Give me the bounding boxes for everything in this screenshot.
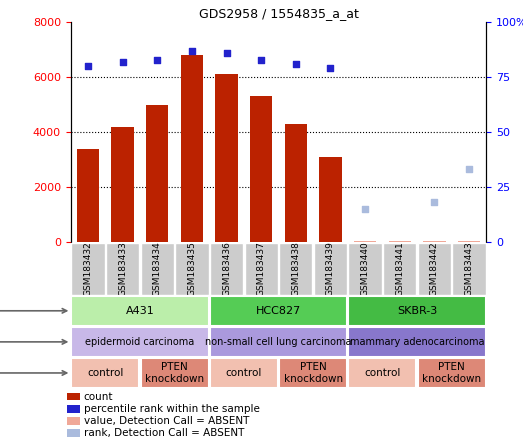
- Text: GSM183432: GSM183432: [84, 241, 93, 296]
- Text: GSM183440: GSM183440: [361, 241, 370, 296]
- Text: PTEN
knockdown: PTEN knockdown: [145, 362, 204, 384]
- FancyBboxPatch shape: [71, 358, 139, 388]
- FancyBboxPatch shape: [418, 242, 451, 295]
- Text: GSM183441: GSM183441: [395, 241, 404, 296]
- Text: GSM183438: GSM183438: [291, 241, 300, 296]
- FancyBboxPatch shape: [141, 242, 174, 295]
- Bar: [458, 241, 480, 242]
- FancyBboxPatch shape: [141, 358, 209, 388]
- FancyBboxPatch shape: [210, 296, 347, 326]
- Bar: [111, 127, 134, 242]
- Text: GSM183435: GSM183435: [187, 241, 196, 296]
- Bar: [77, 149, 99, 242]
- Bar: [319, 157, 342, 242]
- Text: count: count: [84, 392, 113, 401]
- Point: [257, 56, 265, 63]
- Text: PTEN
knockdown: PTEN knockdown: [422, 362, 481, 384]
- Text: GSM183434: GSM183434: [153, 241, 162, 296]
- FancyBboxPatch shape: [71, 296, 209, 326]
- Point: [153, 56, 162, 63]
- Bar: [389, 241, 411, 242]
- Point: [361, 206, 369, 213]
- Text: value, Detection Call = ABSENT: value, Detection Call = ABSENT: [84, 416, 249, 426]
- FancyBboxPatch shape: [106, 242, 139, 295]
- Text: control: control: [87, 368, 123, 378]
- Text: control: control: [364, 368, 401, 378]
- FancyBboxPatch shape: [418, 358, 486, 388]
- Text: GSM183439: GSM183439: [326, 241, 335, 296]
- Point: [222, 49, 231, 56]
- FancyBboxPatch shape: [314, 242, 347, 295]
- Bar: [67, 417, 80, 425]
- Text: GSM183442: GSM183442: [430, 241, 439, 296]
- Bar: [180, 55, 203, 242]
- Bar: [215, 75, 238, 242]
- Title: GDS2958 / 1554835_a_at: GDS2958 / 1554835_a_at: [199, 7, 358, 20]
- Text: HCC827: HCC827: [256, 306, 301, 316]
- Point: [188, 47, 196, 54]
- Bar: [146, 105, 168, 242]
- Bar: [67, 405, 80, 413]
- FancyBboxPatch shape: [71, 242, 105, 295]
- FancyBboxPatch shape: [348, 327, 486, 357]
- Bar: [423, 241, 446, 242]
- Text: GSM183443: GSM183443: [464, 241, 473, 296]
- FancyBboxPatch shape: [279, 358, 347, 388]
- FancyBboxPatch shape: [175, 242, 209, 295]
- FancyBboxPatch shape: [279, 242, 312, 295]
- Text: cell type: cell type: [0, 337, 66, 347]
- Text: A431: A431: [126, 306, 154, 316]
- FancyBboxPatch shape: [348, 358, 416, 388]
- Text: rank, Detection Call = ABSENT: rank, Detection Call = ABSENT: [84, 428, 244, 438]
- Bar: [250, 96, 272, 242]
- Text: control: control: [225, 368, 262, 378]
- FancyBboxPatch shape: [245, 242, 278, 295]
- Text: GSM183437: GSM183437: [257, 241, 266, 296]
- Bar: [67, 392, 80, 400]
- Point: [430, 199, 439, 206]
- Point: [465, 166, 473, 173]
- Text: GSM183433: GSM183433: [118, 241, 127, 296]
- FancyBboxPatch shape: [383, 242, 416, 295]
- FancyBboxPatch shape: [210, 242, 243, 295]
- Text: mammary adenocarcinoma: mammary adenocarcinoma: [350, 337, 484, 347]
- Bar: [354, 241, 377, 242]
- Text: GSM183436: GSM183436: [222, 241, 231, 296]
- Text: percentile rank within the sample: percentile rank within the sample: [84, 404, 259, 414]
- FancyBboxPatch shape: [210, 358, 278, 388]
- Point: [84, 63, 92, 70]
- Bar: [67, 429, 80, 437]
- FancyBboxPatch shape: [348, 242, 382, 295]
- Text: cell line: cell line: [0, 306, 66, 316]
- Point: [292, 60, 300, 67]
- FancyBboxPatch shape: [452, 242, 486, 295]
- Text: non-small cell lung carcinoma: non-small cell lung carcinoma: [205, 337, 352, 347]
- Text: epidermoid carcinoma: epidermoid carcinoma: [85, 337, 195, 347]
- Point: [326, 65, 335, 72]
- Text: PTEN
knockdown: PTEN knockdown: [283, 362, 343, 384]
- Text: protocol: protocol: [0, 368, 66, 378]
- FancyBboxPatch shape: [210, 327, 347, 357]
- Bar: [285, 124, 307, 242]
- FancyBboxPatch shape: [71, 327, 209, 357]
- Text: SKBR-3: SKBR-3: [397, 306, 437, 316]
- Point: [118, 58, 127, 65]
- FancyBboxPatch shape: [348, 296, 486, 326]
